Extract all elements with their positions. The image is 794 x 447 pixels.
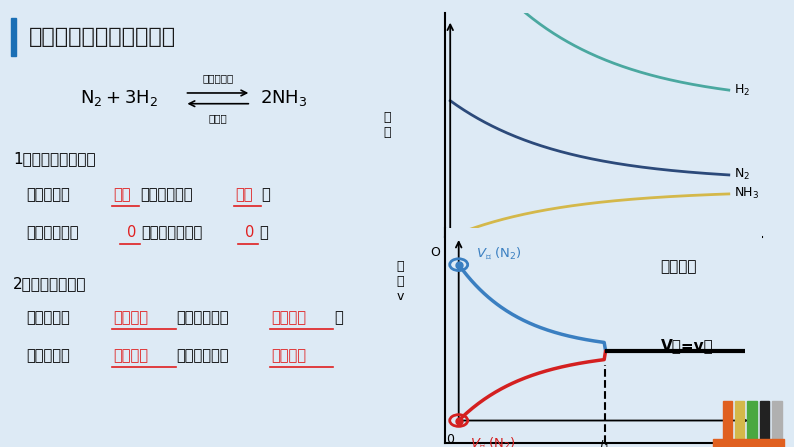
Text: 最大: 最大 <box>235 187 252 202</box>
Text: ，: ， <box>334 310 343 325</box>
Text: 速
率
v: 速 率 v <box>396 260 404 303</box>
Text: 逐渐增大: 逐渐增大 <box>272 348 306 363</box>
Bar <box>11 18 17 56</box>
Text: 高温、高压: 高温、高压 <box>202 73 233 83</box>
Text: ，正反应速率: ，正反应速率 <box>140 187 193 202</box>
Text: ，逆反应速率为: ，逆反应速率为 <box>141 225 202 240</box>
Polygon shape <box>735 442 745 447</box>
Text: 2、反应过程中：: 2、反应过程中： <box>13 276 87 291</box>
Text: N$_2$: N$_2$ <box>734 167 750 182</box>
Polygon shape <box>772 442 781 447</box>
Bar <box>760 401 769 442</box>
Text: 反应物浓度: 反应物浓度 <box>27 187 71 202</box>
Text: H$_2$: H$_2$ <box>734 83 750 97</box>
Text: ，逆反应速率: ，逆反应速率 <box>176 348 229 363</box>
Text: 生成物浓度为: 生成物浓度为 <box>27 225 79 240</box>
Text: $V_{正}\ (\mathrm{N_2})$: $V_{正}\ (\mathrm{N_2})$ <box>476 245 522 261</box>
Text: 浓
度: 浓 度 <box>384 111 391 139</box>
Text: 时间t: 时间t <box>744 444 764 447</box>
Polygon shape <box>723 442 732 447</box>
Text: 逐渐减小: 逐渐减小 <box>114 310 148 325</box>
Text: ，: ， <box>261 187 270 202</box>
Text: 逐渐减小: 逐渐减小 <box>272 310 306 325</box>
Text: 0: 0 <box>245 225 254 240</box>
Polygon shape <box>747 442 757 447</box>
Text: 一、化学平衡的建立过程: 一、化学平衡的建立过程 <box>29 27 176 46</box>
Polygon shape <box>760 442 769 447</box>
Text: $\mathrm{N_2+3H_2}$: $\mathrm{N_2+3H_2}$ <box>80 89 158 108</box>
Text: $t_1$: $t_1$ <box>599 439 611 447</box>
Text: 反应物浓度: 反应物浓度 <box>27 310 71 325</box>
Text: 0: 0 <box>445 433 453 447</box>
Text: ，正反应速率: ，正反应速率 <box>176 310 229 325</box>
Bar <box>735 401 745 442</box>
Text: 催化剂: 催化剂 <box>209 114 227 123</box>
Text: V正=v逆: V正=v逆 <box>661 338 713 354</box>
Text: 。: 。 <box>259 225 268 240</box>
Text: $\mathrm{2NH_3}$: $\mathrm{2NH_3}$ <box>260 89 308 108</box>
Bar <box>772 401 781 442</box>
Text: 最大: 最大 <box>114 187 131 202</box>
Text: 逐渐增大: 逐渐增大 <box>114 348 148 363</box>
Text: $V_{逆}\ (\mathrm{N_2})$: $V_{逆}\ (\mathrm{N_2})$ <box>470 435 516 447</box>
X-axis label: 时间
（a）: 时间 （a） <box>592 240 615 268</box>
Bar <box>713 439 784 447</box>
Text: 平衡状态: 平衡状态 <box>661 259 697 274</box>
Text: O: O <box>430 246 440 259</box>
Text: 生成物浓度: 生成物浓度 <box>27 348 71 363</box>
Text: 1、反应刚开始时：: 1、反应刚开始时： <box>13 151 96 166</box>
Text: NH$_3$: NH$_3$ <box>734 186 760 202</box>
Bar <box>747 401 757 442</box>
Text: 0: 0 <box>127 225 136 240</box>
Bar <box>723 401 732 442</box>
